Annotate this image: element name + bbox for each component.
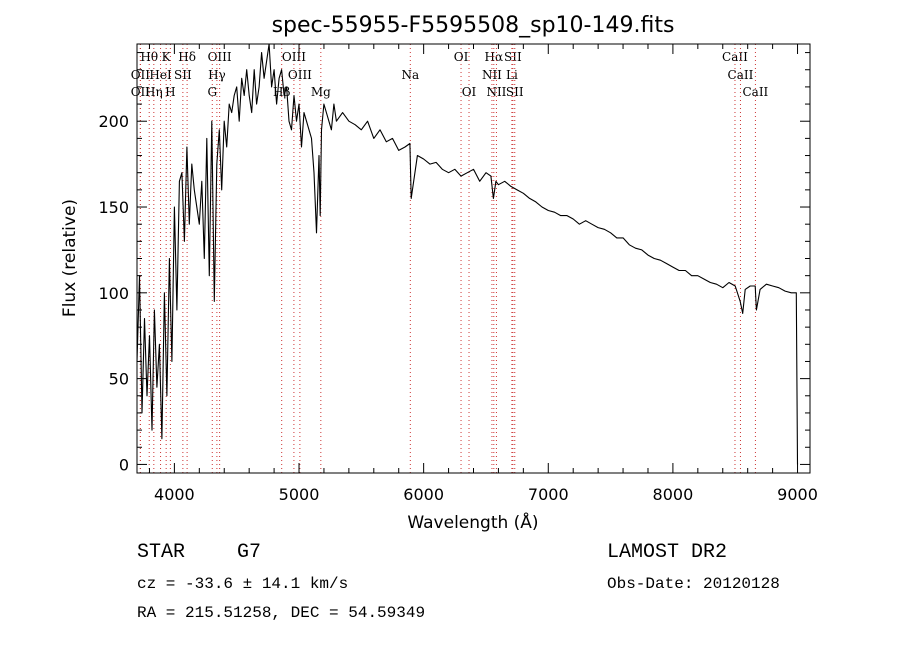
line-label-0: Hθ — [140, 50, 158, 64]
line-label-21: G — [207, 85, 217, 99]
line-label-26: SII — [506, 85, 524, 99]
y-tick-label-3: 150 — [98, 198, 129, 217]
line-label-1: K — [162, 50, 172, 64]
chart-title: spec-55955-F5595508_sp10-149.fits — [272, 13, 675, 38]
line-label-19: Hη — [145, 85, 163, 99]
line-label-24: OI — [462, 85, 477, 99]
line-label-9: OII — [131, 68, 151, 82]
coordinates-readout: RA = 215.51258, DEC = 54.59349 — [137, 604, 426, 622]
line-label-14: Na — [401, 68, 419, 82]
line-label-23: Mg — [311, 85, 331, 99]
line-label-10: HeI — [149, 68, 172, 82]
line-label-15: NII — [482, 68, 502, 82]
line-label-4: OIII — [282, 50, 306, 64]
x-tick-label-5: 9000 — [777, 485, 818, 504]
line-label-12: Hγ — [208, 68, 226, 82]
line-label-13: OIII — [288, 68, 312, 82]
x-tick-label-0: 4000 — [154, 485, 195, 504]
line-label-11: SII — [174, 68, 192, 82]
object-subclass: G7 — [237, 541, 262, 564]
line-label-2: Hδ — [178, 50, 196, 64]
observation-date: Obs-Date: 20120128 — [607, 575, 780, 593]
y-tick-label-2: 100 — [98, 284, 129, 303]
line-label-8: CaII — [722, 50, 748, 64]
x-tick-label-4: 8000 — [653, 485, 694, 504]
y-tick-label-0: 0 — [119, 455, 129, 474]
line-label-17: CaII — [728, 68, 754, 82]
x-axis: 4000 5000 6000 7000 8000 9000 — [148, 44, 818, 504]
line-label-27: CaII — [742, 85, 768, 99]
line-label-20: H — [165, 85, 175, 99]
line-label-25: NII — [486, 85, 506, 99]
x-tick-label-3: 7000 — [528, 485, 569, 504]
y-axis: 0 50 100 150 200 — [98, 52, 810, 474]
x-tick-label-1: 5000 — [279, 485, 320, 504]
spectrum-line-0 — [136, 43, 799, 465]
velocity-readout: cz = -33.6 ± 14.1 km/s — [137, 575, 349, 593]
line-label-6: Hα — [485, 50, 504, 64]
line-label-7: SII — [504, 50, 522, 64]
line-label-3: OIII — [208, 50, 232, 64]
y-tick-label-1: 50 — [109, 370, 129, 389]
object-type: STAR — [137, 541, 186, 564]
line-label-16: Li — [506, 68, 518, 82]
series-layer — [136, 43, 799, 465]
line-label-5: OI — [454, 50, 469, 64]
y-tick-label-4: 200 — [98, 112, 129, 131]
x-axis-label: Wavelength (Å) — [407, 511, 538, 533]
survey-name: LAMOST DR2 — [607, 541, 728, 564]
y-axis-label: Flux (relative) — [60, 199, 80, 317]
x-tick-label-2: 6000 — [403, 485, 444, 504]
line-label-18: OII — [131, 85, 151, 99]
